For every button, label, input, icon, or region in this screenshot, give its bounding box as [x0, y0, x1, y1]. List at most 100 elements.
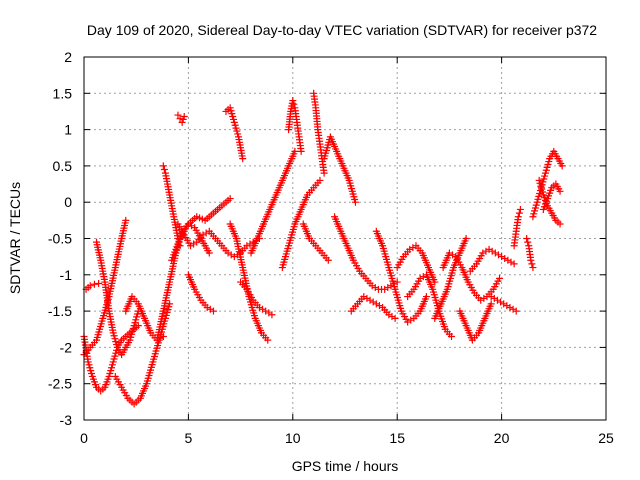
data-point: [523, 235, 531, 242]
y-tick-label: 2: [64, 49, 72, 65]
y-tick-label: -1.5: [48, 303, 72, 319]
x-tick-labels: 0 5 10 15 20 25: [80, 430, 614, 446]
data-points: [80, 89, 566, 408]
data-point-trail: [259, 305, 267, 313]
data-point-trail: [524, 238, 532, 246]
data-point-trail: [265, 309, 273, 317]
x-tick-label: 20: [494, 430, 510, 446]
data-point-trail: [206, 305, 214, 313]
x-tick-label: 5: [185, 430, 193, 446]
data-point: [496, 274, 504, 282]
data-point-trail: [369, 298, 377, 306]
x-tick-label: 10: [285, 430, 301, 446]
data-point: [391, 314, 399, 322]
data-point: [485, 245, 493, 253]
data-point: [166, 300, 174, 308]
data-point-trail: [409, 244, 417, 252]
data-point: [500, 300, 508, 308]
data-point: [447, 333, 455, 341]
data-point: [510, 260, 518, 268]
data-point-trail: [488, 247, 496, 255]
data-point-trail: [490, 294, 498, 302]
data-point: [529, 264, 537, 272]
x-tick-label: 0: [80, 430, 88, 446]
plot-frame: [83, 56, 607, 421]
data-point: [493, 296, 501, 304]
data-point-trail: [497, 298, 505, 306]
y-tick-label: 0.5: [53, 158, 73, 174]
y-tick-label: -0.5: [48, 231, 72, 247]
y-tick-labels: -3 -2.5 -2 -1.5 -1 -0.5 0 0.5 1 1.5 2: [48, 49, 72, 428]
data-point-trail: [375, 302, 383, 310]
x-tick-label: 25: [598, 430, 614, 446]
data-point: [491, 249, 499, 257]
data-point: [487, 300, 495, 308]
data-point: [209, 307, 217, 315]
data-point-trail: [407, 316, 415, 324]
data-point: [351, 198, 359, 206]
data-point-trail: [202, 229, 210, 237]
data-point: [205, 249, 213, 257]
data-point-trail: [384, 284, 392, 292]
data-point: [381, 285, 389, 293]
data-point: [462, 235, 470, 242]
data-point: [159, 162, 167, 170]
data-point: [320, 169, 328, 177]
data-point-trail: [494, 251, 502, 259]
y-tick-label: 1: [64, 122, 72, 138]
data-point: [226, 195, 234, 203]
chart-title: Day 109 of 2020, Sidereal Day-to-day VTE…: [87, 22, 597, 38]
data-point: [316, 176, 324, 184]
data-point-trail: [507, 258, 515, 266]
data-point-trail: [388, 313, 396, 321]
data-point: [262, 307, 270, 315]
y-tick-label: 0: [64, 194, 72, 210]
data-point-trail: [480, 294, 488, 302]
data-point-trail: [160, 166, 168, 174]
data-point-trail: [509, 305, 517, 313]
data-point: [86, 282, 94, 290]
data-point: [498, 253, 506, 261]
data-point-trail: [503, 302, 511, 310]
data-point: [366, 296, 374, 304]
data-point: [174, 111, 182, 119]
data-point: [506, 303, 514, 311]
data-point-trail: [501, 254, 509, 262]
data-point-trail: [290, 100, 298, 108]
data-point: [297, 147, 305, 155]
data-point: [422, 293, 430, 301]
data-point: [95, 280, 103, 288]
data-point-trail: [515, 209, 523, 217]
data-point-trail: [227, 251, 235, 259]
y-tick-label: -1: [60, 267, 73, 283]
data-point: [324, 256, 332, 264]
data-point: [122, 216, 130, 224]
data-point-trail: [482, 247, 490, 255]
data-point: [393, 278, 401, 286]
data-point: [516, 205, 524, 213]
y-axis-label: SDTVAR / TECUs: [7, 182, 23, 294]
x-tick-label: 15: [389, 430, 405, 446]
data-point: [558, 162, 566, 170]
y-tick-label: -3: [60, 412, 73, 428]
y-tick-label: -2.5: [48, 376, 72, 392]
data-point: [239, 155, 247, 163]
data-point: [512, 307, 520, 315]
data-point: [291, 147, 299, 155]
data-point: [527, 256, 535, 264]
data-point-trail: [371, 284, 379, 292]
data-point: [264, 336, 272, 344]
data-point-trail: [190, 240, 198, 248]
data-point: [90, 280, 98, 288]
data-point: [504, 256, 512, 264]
data-point: [514, 213, 522, 221]
y-tick-label: -2: [60, 339, 73, 355]
data-point: [180, 113, 188, 121]
data-point: [159, 333, 167, 341]
data-point-trail: [528, 260, 536, 268]
data-point-trail: [246, 240, 254, 248]
data-point: [289, 97, 297, 105]
data-point: [372, 300, 380, 308]
y-tick-label: 1.5: [53, 85, 73, 101]
